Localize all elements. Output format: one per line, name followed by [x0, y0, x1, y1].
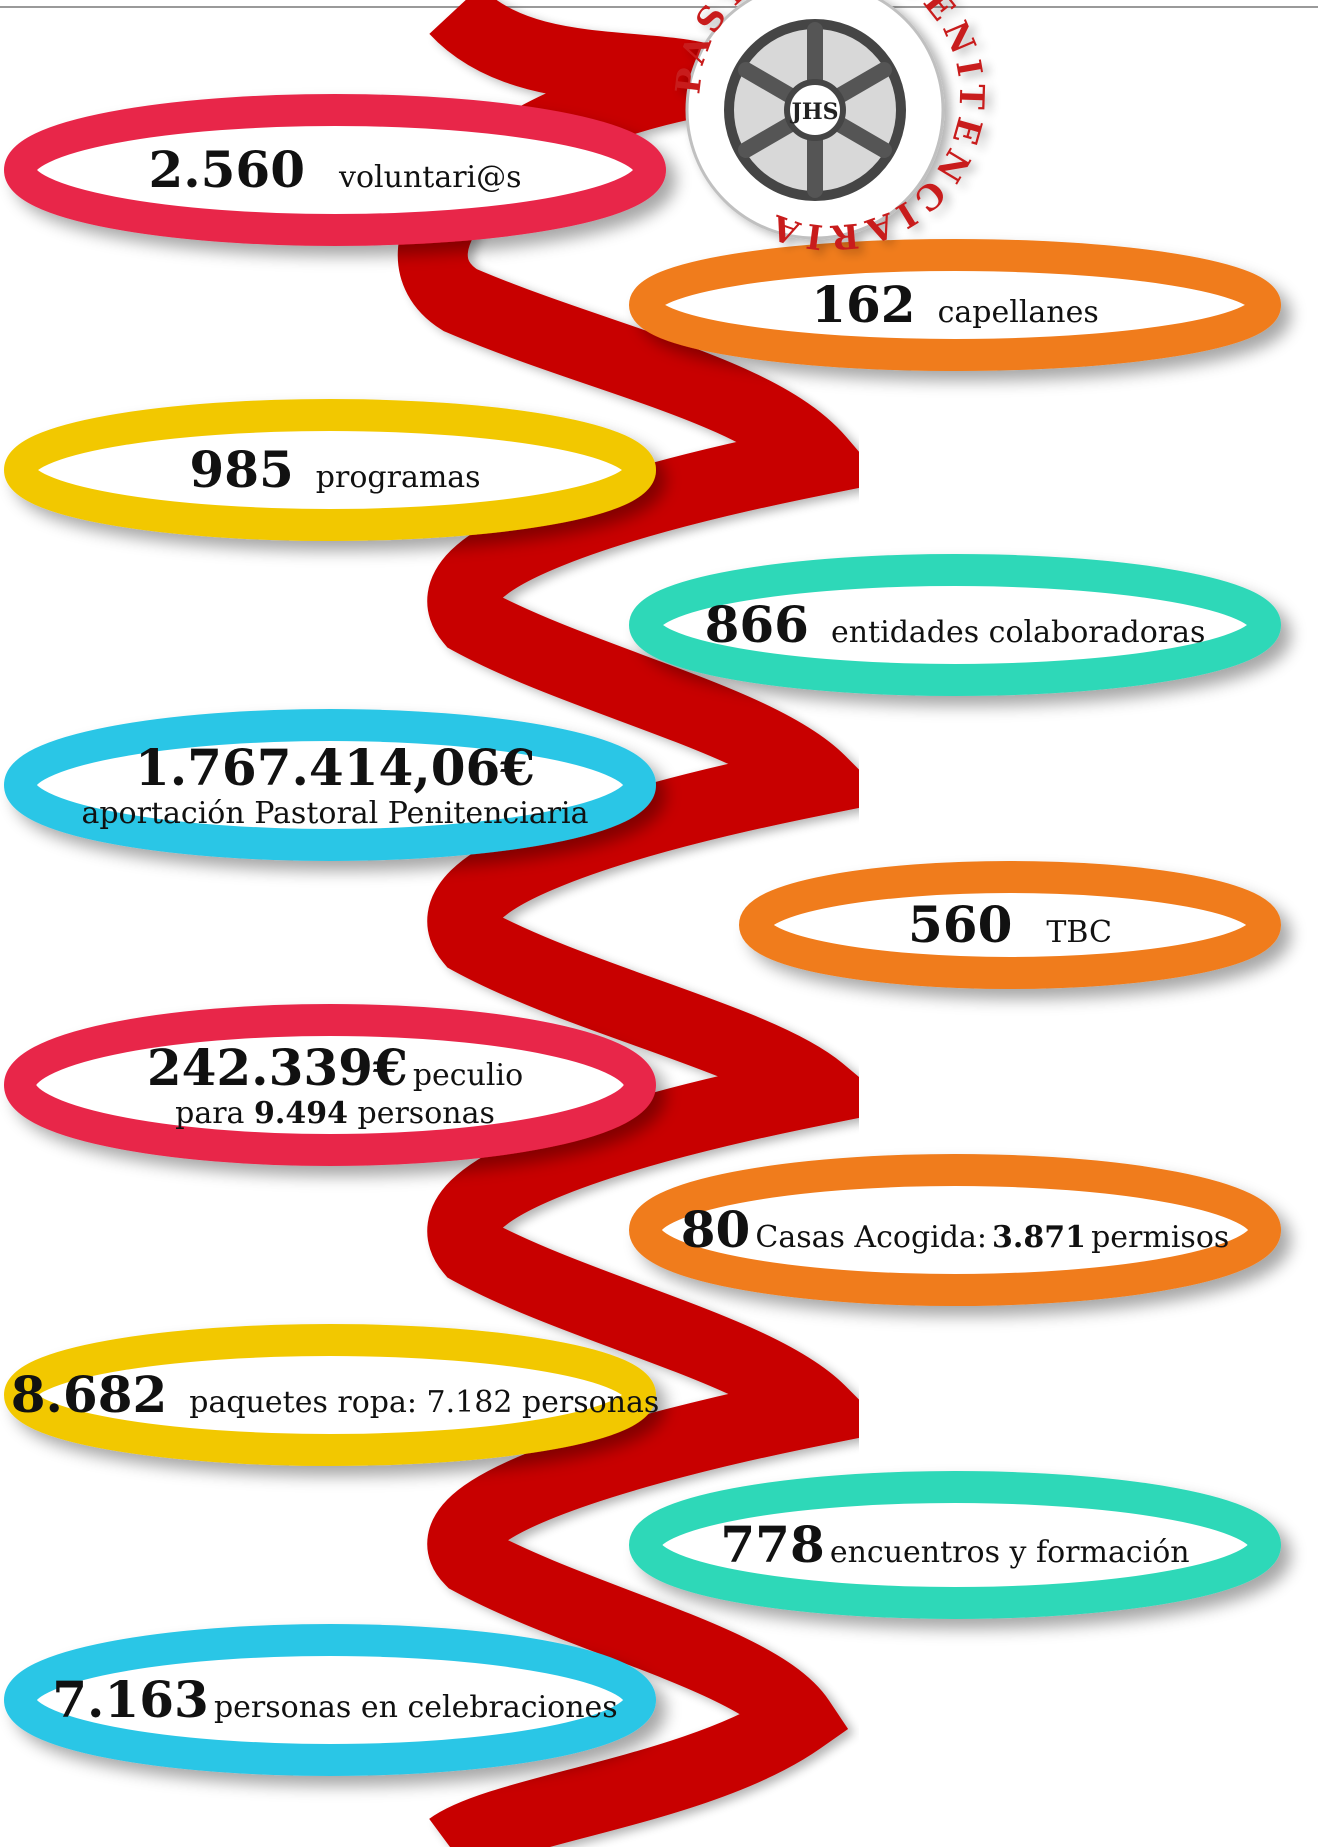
stat-label: Casas Acogida:: [755, 1220, 987, 1256]
stat-label: personas en celebraciones: [213, 1690, 618, 1726]
stat-number: 560: [908, 895, 1013, 955]
oval-celebraciones: [4, 1624, 656, 1776]
stat-entidades: 866 entidades colaboradoras: [640, 580, 1270, 670]
stat-number: 242.339€: [146, 1038, 408, 1097]
stat-number: 2.560: [148, 140, 306, 200]
oval-peculio: [4, 1004, 656, 1166]
pastoral-penitenciaria-logo: PASTORAL PENITENCIARIA JHS: [668, 0, 985, 257]
stat-label: paquetes ropa: 7.182 personas: [189, 1385, 660, 1421]
stat-tbc: 560 TBC: [760, 880, 1260, 970]
stat-celebraciones: 7.163 personas en celebraciones: [20, 1655, 650, 1745]
stat-label: capellanes: [937, 295, 1099, 331]
stat-line2-number: 9.494: [254, 1095, 348, 1131]
stat-label: entidades colaboradoras: [830, 615, 1206, 651]
stat-label: encuentros y formación: [829, 1535, 1190, 1571]
oval-aportacion: [4, 709, 656, 861]
oval-voluntarios: [4, 94, 666, 246]
red-ribbon: [397, 0, 899, 1847]
stat-number: 866: [704, 595, 809, 655]
stat-casas: 80 Casas Acogida: 3.871 permisos: [640, 1185, 1270, 1275]
oval-entidades: [629, 554, 1281, 696]
stat-label-2: permisos: [1091, 1220, 1230, 1256]
stat-ropa: 8.682 paquetes ropa: 7.182 personas: [11, 1350, 660, 1440]
stat-label: peculio: [412, 1058, 524, 1093]
stat-voluntarios: 2.560 voluntari@s: [20, 120, 650, 220]
stat-number: 985: [189, 440, 294, 500]
oval-capellanes: [629, 239, 1281, 371]
oval-casas: [629, 1154, 1281, 1306]
stat-peculio: 242.339€ peculio para 9.494 personas: [20, 1020, 650, 1150]
stat-bold-number: 3.871: [992, 1220, 1086, 1256]
stat-line2-prefix: para: [175, 1095, 245, 1131]
stat-label: TBC: [1046, 915, 1112, 951]
oval-ropa: [4, 1324, 656, 1466]
oval-tbc: [739, 861, 1281, 989]
stat-encuentros: 778 encuentros y formación: [640, 1500, 1270, 1590]
svg-text:JHS: JHS: [789, 99, 838, 125]
stat-number: 1.767.414,06€: [134, 738, 536, 797]
stat-label: voluntari@s: [339, 160, 522, 196]
stat-number: 162: [811, 275, 916, 335]
stat-line2-suffix: personas: [357, 1095, 495, 1131]
stat-label: aportación Pastoral Penitenciaria: [81, 795, 589, 831]
stat-number: 778: [720, 1515, 825, 1575]
stat-number: 80: [680, 1200, 751, 1260]
stat-number: 8.682: [10, 1365, 168, 1425]
stat-capellanes: 162 capellanes: [640, 260, 1270, 350]
oval-encuentros: [629, 1471, 1281, 1619]
top-rule: [0, 6, 1318, 8]
stat-number: 7.163: [52, 1670, 209, 1730]
stat-programas: 985 programas: [20, 425, 650, 515]
stat-aportacion: 1.767.414,06€ aportación Pastoral Penite…: [20, 720, 650, 850]
stat-label: programas: [315, 460, 481, 496]
oval-programas: [4, 399, 656, 541]
